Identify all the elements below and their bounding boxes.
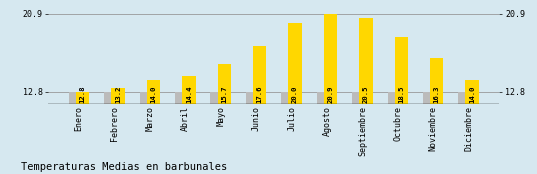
Bar [182, 77, 195, 104]
Text: 14.4: 14.4 [186, 85, 192, 103]
Text: 16.3: 16.3 [434, 85, 440, 103]
Bar [140, 92, 153, 104]
Bar [352, 92, 366, 104]
Text: 14.0: 14.0 [150, 85, 156, 103]
Bar [324, 14, 337, 104]
Text: 20.9: 20.9 [328, 85, 333, 103]
Bar [459, 92, 472, 104]
Text: 13.2: 13.2 [115, 85, 121, 103]
Text: 12.8: 12.8 [79, 85, 85, 103]
Bar [395, 37, 408, 104]
Text: 20.5: 20.5 [363, 85, 369, 103]
Text: 17.6: 17.6 [257, 85, 263, 103]
Bar [430, 58, 444, 104]
Text: 18.5: 18.5 [398, 85, 404, 103]
Bar [388, 92, 401, 104]
Bar [246, 92, 259, 104]
Bar [253, 46, 266, 104]
Bar [466, 80, 479, 104]
Bar [359, 18, 373, 104]
Bar [281, 92, 295, 104]
Text: Temperaturas Medias en barbunales: Temperaturas Medias en barbunales [21, 162, 228, 172]
Bar [76, 92, 89, 104]
Text: 14.0: 14.0 [469, 85, 475, 103]
Bar [175, 92, 188, 104]
Text: 20.0: 20.0 [292, 85, 298, 103]
Bar [147, 80, 160, 104]
Bar [423, 92, 437, 104]
Bar [217, 64, 231, 104]
Bar [111, 88, 125, 104]
Text: 15.7: 15.7 [221, 85, 227, 103]
Bar [211, 92, 224, 104]
Bar [288, 23, 302, 104]
Bar [317, 92, 330, 104]
Bar [69, 92, 82, 104]
Bar [104, 92, 118, 104]
